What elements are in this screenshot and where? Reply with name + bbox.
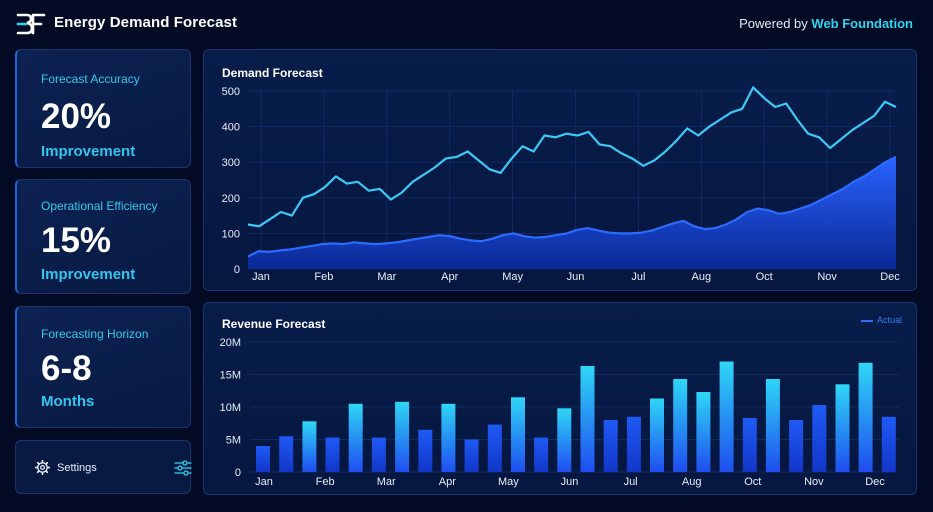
x-tick-label: Aug	[692, 271, 712, 283]
bar	[441, 403, 456, 473]
powered-by-prefix: Powered by	[739, 16, 808, 31]
kpi-label: Forecast Accuracy	[41, 72, 140, 86]
x-tick-label: Jan	[255, 476, 273, 488]
bar	[464, 439, 479, 472]
y-tick-label: 200	[222, 193, 240, 205]
kpi-value: 20%	[41, 97, 112, 136]
x-tick-label: May	[498, 476, 519, 488]
app-title: Energy Demand Forecast	[54, 14, 238, 31]
settings-label: Settings	[57, 462, 97, 474]
kpi-subtext: Improvement	[41, 143, 136, 160]
powered-by-brand[interactable]: Web Foundation	[811, 16, 913, 31]
x-tick-label: Aug	[682, 476, 702, 488]
bar	[371, 437, 386, 472]
x-tick-label: Nov	[817, 271, 837, 283]
x-tick-label: Oct	[744, 476, 761, 488]
kpi-value: 15%	[41, 221, 112, 260]
bar	[881, 416, 896, 473]
sliders-icon[interactable]	[173, 458, 193, 478]
y-tick-label: 400	[222, 122, 240, 134]
demand-forecast-panel: Jan Feb Mar Apr May Jun Jul Aug Oct Nov Dec 0 100 200…	[203, 49, 917, 291]
y-tick-label: 0	[235, 467, 241, 479]
bar	[325, 437, 340, 472]
bar	[742, 418, 757, 472]
bar	[835, 384, 850, 473]
bar	[487, 424, 502, 472]
bar	[603, 420, 618, 472]
bar	[812, 405, 827, 472]
area-series-line	[247, 155, 897, 258]
x-tick-label: Apr	[441, 271, 458, 283]
revenue-forecast-panel: 0 5M 10M 15M 20M Jan Feb Mar Apr May Jun Jul Aug Oct N…	[203, 302, 917, 495]
x-tick-label: Dec	[865, 476, 885, 488]
powered-by: Powered by Web Foundation	[739, 16, 913, 31]
bar	[719, 361, 734, 472]
x-tick-label: Feb	[314, 271, 333, 283]
bar	[696, 392, 711, 472]
x-tick-label: May	[502, 271, 523, 283]
bar	[534, 437, 549, 472]
bar	[557, 408, 572, 472]
x-tick-label: Jun	[567, 271, 585, 283]
bar	[279, 436, 294, 473]
bar	[256, 446, 270, 472]
x-tick-label: Oct	[756, 271, 773, 283]
kpi-subtext: Months	[41, 393, 95, 410]
x-tick-label: Dec	[880, 271, 900, 283]
area-series-fill	[248, 156, 896, 269]
bar	[789, 420, 804, 472]
legend-swatch	[860, 319, 873, 322]
x-tick-label: Mar	[377, 271, 396, 283]
kpi-subtext: Improvement	[41, 266, 136, 283]
x-tick-label: Jan	[252, 271, 270, 283]
kpi-value: 6-8	[41, 349, 92, 388]
kpi-card-operational-efficiency[interactable]: Operational Efficiency 15% Improvement	[15, 179, 191, 294]
y-tick-label: 100	[222, 228, 240, 240]
bar	[511, 397, 525, 473]
y-tick-label: 0	[234, 264, 240, 276]
x-tick-label: Nov	[804, 476, 824, 488]
bar	[302, 421, 317, 472]
bar	[650, 398, 664, 472]
gear-icon	[35, 460, 50, 475]
bf-logo-icon[interactable]	[16, 12, 46, 36]
revenue-forecast-chart: 0 5M 10M 15M 20M Jan Feb Mar Apr May Jun Jul Aug Oct N…	[220, 337, 899, 488]
x-tick-label: Jul	[631, 271, 645, 283]
chart-legend[interactable]: Actual	[860, 315, 902, 325]
bar	[348, 403, 363, 473]
bar	[858, 362, 873, 472]
legend-label-actual: Actual	[876, 315, 902, 325]
y-tick-label: 5M	[226, 435, 241, 447]
bar	[673, 379, 688, 472]
y-tick-label: 10M	[220, 402, 241, 414]
y-tick-label: 500	[222, 86, 240, 98]
revenue-forecast-title: Revenue Forecast	[222, 317, 326, 331]
x-tick-label: Jun	[561, 476, 579, 488]
demand-forecast-chart: Jan Feb Mar Apr May Jun Jul Aug Oct Nov Dec 0 100 200…	[222, 86, 901, 283]
settings-button[interactable]: Settings	[15, 440, 193, 494]
kpi-card-forecasting-horizon[interactable]: Forecasting Horizon 6-8 Months	[15, 306, 191, 428]
bar	[626, 416, 641, 473]
y-tick-label: 15M	[220, 370, 241, 382]
bar	[580, 366, 595, 472]
bar	[765, 379, 780, 472]
demand-forecast-title: Demand Forecast	[222, 66, 323, 80]
y-tick-label: 20M	[220, 337, 241, 349]
x-tick-label: Mar	[377, 476, 396, 488]
y-tick-label: 300	[222, 157, 240, 169]
x-tick-label: Apr	[439, 476, 456, 488]
top-bar: Energy Demand Forecast Powered by Web Fo…	[0, 0, 933, 48]
kpi-label: Forecasting Horizon	[41, 327, 149, 341]
x-tick-label: Jul	[624, 476, 638, 488]
kpi-card-forecast-accuracy[interactable]: Forecast Accuracy 20% Improvement	[15, 49, 191, 168]
x-tick-label: Feb	[316, 476, 335, 488]
bar	[395, 401, 410, 472]
kpi-label: Operational Efficiency	[41, 199, 158, 213]
bar	[418, 429, 433, 473]
line-series	[247, 86, 897, 228]
